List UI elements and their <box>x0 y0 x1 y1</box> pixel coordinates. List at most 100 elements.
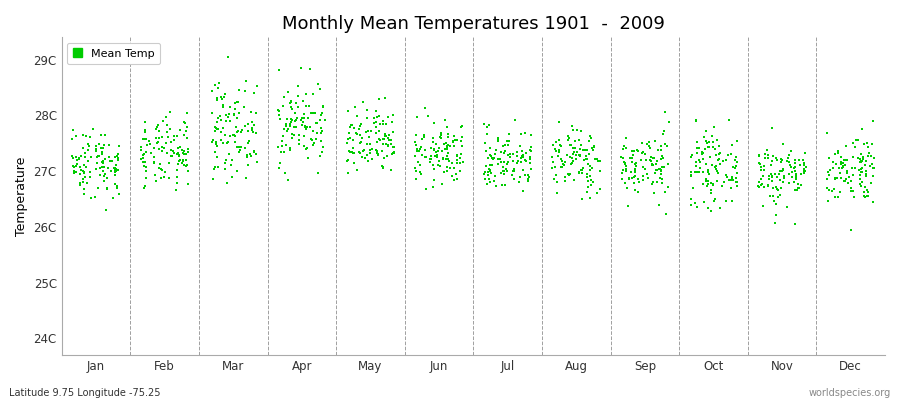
Point <box>557 158 572 165</box>
Point <box>645 179 660 186</box>
Point <box>763 162 778 169</box>
Point <box>92 141 106 147</box>
Point <box>454 138 468 144</box>
Point <box>228 100 242 106</box>
Point <box>485 161 500 168</box>
Point <box>341 136 356 142</box>
Point <box>291 83 305 89</box>
Point <box>284 98 298 104</box>
Point <box>226 132 240 138</box>
Point <box>854 166 868 172</box>
Point <box>346 125 361 132</box>
Point <box>853 172 868 178</box>
Point <box>769 220 783 226</box>
Point <box>83 134 97 140</box>
Point <box>865 140 879 147</box>
Point <box>753 166 768 173</box>
Point <box>567 177 581 183</box>
Point <box>711 156 725 163</box>
Point <box>300 126 314 132</box>
Point <box>206 137 220 143</box>
Point <box>838 161 852 168</box>
Point <box>783 148 797 154</box>
Point <box>477 120 491 127</box>
Point <box>709 168 724 174</box>
Point <box>283 122 297 129</box>
Point <box>616 146 630 152</box>
Point <box>498 181 512 188</box>
Point <box>636 176 651 183</box>
Point <box>222 103 237 110</box>
Point <box>692 144 706 151</box>
Point <box>796 160 811 166</box>
Point <box>560 151 574 158</box>
Point <box>573 146 588 152</box>
Point <box>729 175 743 181</box>
Point <box>482 122 496 129</box>
Point <box>149 140 164 146</box>
Point <box>211 118 225 125</box>
Point <box>622 175 636 181</box>
Point <box>587 143 601 150</box>
Point <box>710 137 724 143</box>
Point <box>100 186 114 192</box>
Point <box>111 155 125 161</box>
Point <box>155 167 169 174</box>
Point <box>78 150 93 156</box>
Point <box>514 155 528 162</box>
Point <box>375 148 390 154</box>
Point <box>861 150 876 156</box>
Point <box>230 167 244 174</box>
Point <box>591 158 606 165</box>
Point <box>552 149 566 155</box>
Point <box>798 164 813 171</box>
Point <box>428 148 443 155</box>
Point <box>616 159 631 166</box>
Point <box>576 165 590 171</box>
Point <box>479 163 493 169</box>
Point <box>754 180 769 187</box>
Point <box>89 146 104 152</box>
Point <box>292 137 306 143</box>
Point <box>770 186 785 193</box>
Point <box>797 166 812 173</box>
Point <box>657 128 671 134</box>
Point <box>580 146 595 153</box>
Point <box>861 152 876 159</box>
Point <box>247 148 261 154</box>
Point <box>854 169 868 175</box>
Point <box>369 130 383 136</box>
Point <box>593 168 608 174</box>
Point <box>76 168 91 175</box>
Point <box>820 130 834 136</box>
Point <box>558 178 572 184</box>
Point <box>714 149 728 156</box>
Point <box>177 118 192 125</box>
Point <box>137 151 151 157</box>
Point <box>419 154 434 160</box>
Point <box>169 166 184 173</box>
Point <box>172 152 186 159</box>
Point <box>225 157 239 163</box>
Point <box>277 170 292 176</box>
Point <box>138 162 152 169</box>
Point <box>554 158 569 164</box>
Point <box>572 152 586 158</box>
Point <box>638 151 652 157</box>
Point <box>370 150 384 157</box>
Point <box>427 177 441 183</box>
Point <box>408 139 422 146</box>
Point <box>346 159 361 166</box>
Point <box>662 119 676 126</box>
Point <box>449 160 464 167</box>
Point <box>570 127 584 133</box>
Point <box>78 154 93 161</box>
Point <box>642 142 656 149</box>
Point <box>724 174 739 180</box>
Point <box>363 141 377 147</box>
Point <box>560 152 574 158</box>
Point <box>783 164 797 170</box>
Point <box>488 173 502 179</box>
Point <box>297 111 311 118</box>
Point <box>684 154 698 161</box>
